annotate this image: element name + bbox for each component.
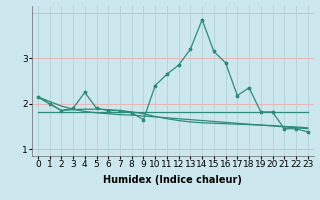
X-axis label: Humidex (Indice chaleur): Humidex (Indice chaleur)	[103, 175, 242, 185]
